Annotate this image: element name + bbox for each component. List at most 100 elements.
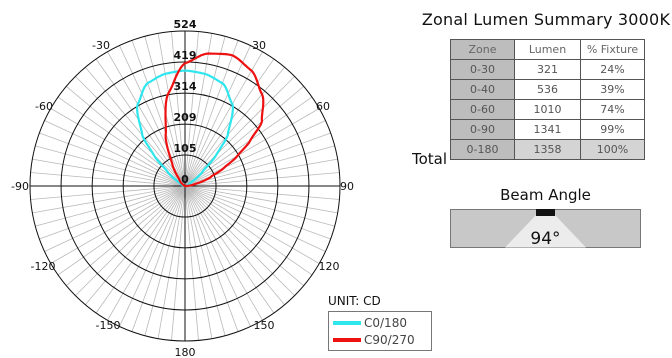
legend-box: C0/180 C90/270 — [328, 311, 432, 351]
grid-spoke — [184, 145, 335, 187]
grid-spoke — [32, 158, 186, 187]
grid-spoke — [184, 120, 326, 187]
table-row: 0-90 1341 99% — [450, 119, 645, 140]
grid-spoke — [184, 185, 275, 314]
grid-spoke — [184, 185, 313, 276]
grid-spoke — [184, 185, 226, 336]
grid-spoke — [184, 33, 213, 187]
grid-spoke — [75, 185, 186, 296]
grid-spoke — [32, 185, 186, 214]
legend-swatch-c0 — [333, 320, 361, 325]
grid-spoke — [184, 185, 295, 296]
beam-angle-value: 94° — [530, 229, 561, 249]
table-total-row: 0-180 1358 100% — [450, 139, 645, 160]
beam-cone-graphic — [450, 209, 641, 248]
legend-label-c90: C90/270 — [364, 332, 415, 347]
grid-spoke — [184, 76, 295, 187]
candela-curves — [136, 52, 265, 188]
grid-spoke — [184, 185, 320, 264]
grid-spoke — [184, 67, 285, 187]
grid-spoke — [184, 185, 213, 339]
header-fixture: % Fixture — [580, 39, 645, 60]
legend: UNIT: CD C0/180 C90/270 — [328, 294, 432, 351]
angle-label: 180 — [175, 346, 196, 358]
total-lumen-cell: 1358 — [514, 139, 581, 160]
table-row: 0-40 536 39% — [450, 79, 645, 100]
beam-angle-graphic: 94° — [450, 209, 641, 249]
lumen-cell: 1010 — [514, 99, 581, 120]
fixture-cell: 24% — [580, 59, 645, 80]
grid-spoke — [184, 108, 320, 187]
unit-label: UNIT: CD — [328, 294, 381, 308]
lumen-cell: 1341 — [514, 119, 581, 140]
grid-spoke — [44, 185, 186, 252]
grid-spoke — [75, 76, 186, 187]
legend-swatch-c90 — [333, 337, 361, 342]
grid-spoke — [35, 145, 186, 187]
grid-spoke — [184, 185, 326, 252]
fixture-cell: 74% — [580, 99, 645, 120]
total-label: Total — [412, 150, 448, 168]
angle-label: 60 — [316, 100, 330, 113]
grid-spoke — [184, 40, 239, 187]
grid-spoke — [85, 67, 186, 187]
grid-spoke — [171, 185, 186, 341]
grid-spoke — [57, 185, 186, 276]
grid-spoke — [184, 185, 199, 341]
angle-label: -60 — [35, 100, 53, 113]
total-zone-cell: 0-180 — [450, 139, 515, 160]
polar-grid — [29, 30, 341, 342]
grid-spoke — [184, 185, 263, 321]
grid-spoke — [184, 51, 263, 187]
legend-item-c90: C90/270 — [333, 331, 431, 348]
angle-label: -120 — [31, 260, 56, 273]
grid-spoke — [39, 185, 186, 240]
grid-spoke — [184, 36, 226, 187]
polar-labels: 0 105 209 314 419 524 30 60 90 120 150 180 -150 -120 -… — [11, 18, 354, 358]
grid-spoke — [44, 120, 186, 187]
angle-label: 120 — [319, 260, 340, 273]
zonal-summary-title: Zonal Lumen Summary 3000K — [421, 10, 671, 29]
grid-spoke — [144, 185, 186, 336]
radial-tick-label: 0 — [181, 173, 189, 186]
grid-spoke — [30, 172, 186, 187]
fixture-cell: 99% — [580, 119, 645, 140]
grid-spoke — [157, 185, 186, 339]
radial-tick-label: 105 — [174, 142, 197, 155]
grid-spoke — [184, 185, 340, 200]
grid-spoke — [119, 185, 186, 327]
legend-item-c0: C0/180 — [333, 314, 431, 331]
grid-spoke — [50, 108, 186, 187]
zone-cell: 0-40 — [450, 79, 515, 100]
table-row: 0-30 321 24% — [450, 59, 645, 80]
lumen-cell: 536 — [514, 79, 581, 100]
zone-cell: 0-60 — [450, 99, 515, 120]
grid-spoke — [107, 185, 186, 321]
radial-tick-label: 524 — [174, 18, 197, 31]
grid-spoke — [157, 33, 186, 187]
grid-spoke — [184, 185, 331, 240]
table-header-row: Zone Lumen % Fixture — [450, 39, 645, 60]
beam-cone — [505, 215, 586, 248]
angle-label: -30 — [92, 39, 110, 52]
zone-cell: 0-90 — [450, 119, 515, 140]
header-lumen: Lumen — [514, 39, 581, 60]
zonal-lumen-table: Zone Lumen % Fixture 0-30 321 24% 0-40 5… — [450, 39, 645, 160]
legend-label-c0: C0/180 — [364, 315, 407, 330]
header-zone: Zone — [450, 39, 515, 60]
grid-spoke — [184, 172, 340, 187]
angle-label: -150 — [96, 319, 121, 332]
radial-tick-label: 419 — [174, 49, 197, 62]
grid-spoke — [184, 45, 251, 187]
grid-spoke — [184, 185, 335, 227]
angle-label: 90 — [340, 180, 354, 193]
grid-spoke — [184, 158, 338, 187]
grid-spoke — [30, 185, 186, 200]
grid-spoke — [184, 185, 239, 332]
zone-cell: 0-30 — [450, 59, 515, 80]
grid-spoke — [184, 185, 251, 327]
grid-spoke — [184, 185, 304, 286]
grid-spoke — [184, 185, 338, 214]
total-fixture-cell: 100% — [580, 139, 645, 160]
grid-spoke — [131, 40, 186, 187]
